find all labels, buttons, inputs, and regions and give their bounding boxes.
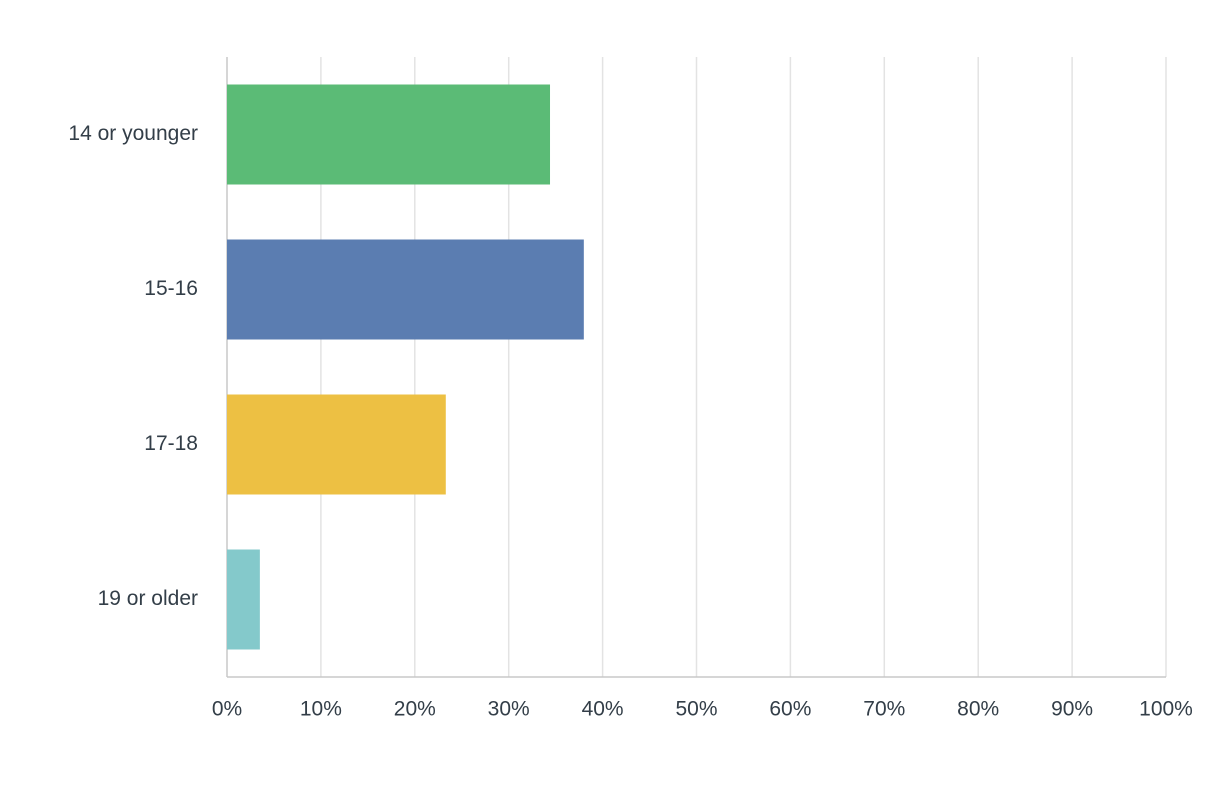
x-tick-label: 50% <box>675 698 717 721</box>
x-tick-label: 10% <box>300 698 342 721</box>
y-tick-label: 15-16 <box>144 277 198 300</box>
bar <box>227 84 551 185</box>
x-tick-label: 80% <box>957 698 999 721</box>
x-tick-label: 30% <box>488 698 530 721</box>
bar <box>227 549 260 650</box>
x-tick-label: 90% <box>1051 698 1093 721</box>
x-tick-label: 40% <box>582 698 624 721</box>
x-tick-label: 60% <box>769 698 811 721</box>
x-tick-label: 70% <box>863 698 905 721</box>
y-tick-label: 17-18 <box>144 432 198 455</box>
y-tick-label: 14 or younger <box>68 122 198 145</box>
x-tick-label: 0% <box>212 698 242 721</box>
bar <box>227 239 584 340</box>
x-tick-label: 100% <box>1139 698 1193 721</box>
x-tick-label: 20% <box>394 698 436 721</box>
y-tick-label: 19 or older <box>98 587 198 610</box>
bar <box>227 394 446 495</box>
